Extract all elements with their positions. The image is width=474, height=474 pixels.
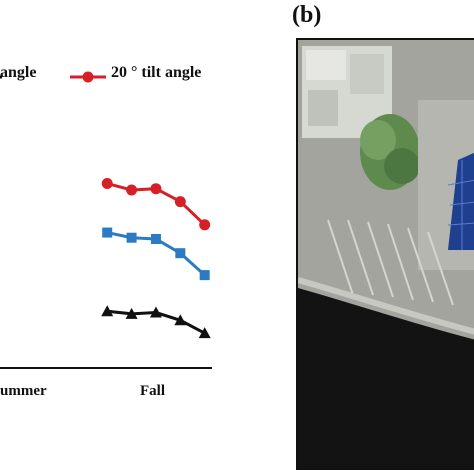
legend-marker-red (82, 71, 94, 83)
data-point-0-4 (199, 219, 211, 231)
data-point-1-3 (175, 248, 186, 259)
data-point-1-1 (126, 232, 137, 243)
data-point-0-1 (126, 184, 138, 196)
aerial-photo (296, 38, 474, 470)
line-chart (0, 71, 212, 369)
legend-label-20-tilt: 20 ° tilt angle (111, 64, 202, 81)
x-tick-label-fall: Fall (140, 383, 165, 399)
data-point-0-3 (174, 196, 186, 208)
water (298, 288, 474, 468)
panel-label-b: (b) (292, 2, 322, 28)
data-point-1-2 (150, 234, 161, 244)
parking-lines (327, 219, 454, 306)
data-point-2-1 (125, 307, 138, 319)
series-layer (101, 178, 211, 339)
data-point-0-0 (101, 178, 113, 190)
data-point-1-0 (102, 227, 113, 238)
data-point-2-4 (198, 327, 211, 339)
x-tick-label-summer: ummer (0, 383, 47, 399)
data-point-0-2 (150, 183, 162, 195)
data-point-2-2 (149, 306, 162, 318)
data-point-2-0 (101, 305, 114, 317)
data-point-1-4 (199, 270, 210, 281)
solar-panel-array (447, 152, 474, 250)
legend-label-angle: angle (0, 64, 37, 81)
data-point-2-3 (174, 314, 187, 326)
